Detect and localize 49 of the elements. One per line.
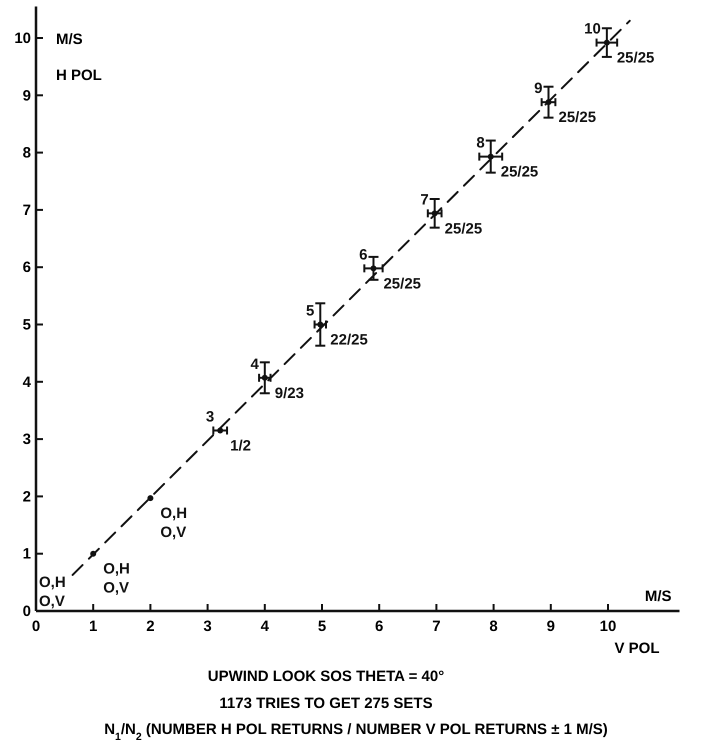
annotation: 25/25 — [383, 275, 422, 292]
x-tick-label: 3 — [203, 618, 212, 635]
annotation: 7 — [420, 191, 429, 208]
annotation: 25/25 — [616, 50, 654, 67]
y-tick-label: 5 — [22, 316, 31, 334]
annotation: 22/25 — [330, 332, 368, 348]
annotation: 3 — [206, 408, 214, 426]
point — [604, 40, 610, 46]
annotation: 25/25 — [444, 220, 482, 238]
annotation: 25/25 — [500, 164, 538, 181]
annotation: O,H O,V — [160, 505, 188, 542]
y-tick-label: 6 — [22, 259, 31, 276]
y-tick-label: 0 — [22, 603, 31, 620]
annotation: O,H O,V — [39, 574, 66, 610]
annotation: O,H O,V — [103, 560, 130, 597]
point — [147, 495, 154, 502]
x-tick-label: 4 — [260, 618, 270, 635]
x-tick-label: 7 — [432, 618, 441, 635]
text: 1173 TRIES TO GET 275 SETS — [219, 695, 433, 712]
y-tick-label: 2 — [22, 488, 31, 506]
y-tick-label: 3 — [22, 431, 31, 448]
point — [370, 265, 376, 272]
text: M/S H POL — [56, 31, 102, 84]
x-tick-label: 1 — [89, 618, 98, 635]
y-tick-label: 10 — [14, 30, 31, 47]
y-tick-label: 7 — [22, 202, 31, 219]
y-tick-label: 1 — [22, 546, 31, 563]
point — [488, 154, 494, 160]
x-tick-label: 2 — [146, 618, 155, 635]
annotation: 25/25 — [558, 109, 596, 126]
text: UPWIND LOOK SOS THETA = 40° — [208, 668, 444, 685]
x-tick-label: 8 — [489, 618, 498, 635]
annotation: 8 — [476, 134, 485, 152]
annotation: 9 — [534, 80, 543, 98]
annotation: 9/23 — [274, 384, 304, 402]
y-tick-label: 4 — [22, 374, 32, 391]
x-tick-label: 6 — [375, 618, 384, 635]
annotation: 4 — [250, 356, 260, 373]
x-tick-label: 10 — [600, 618, 616, 635]
annotation: 10 — [584, 20, 601, 38]
point — [262, 374, 268, 381]
annotation: 6 — [359, 246, 368, 264]
annotation: 5 — [306, 302, 314, 320]
y-tick-label: 8 — [22, 144, 31, 162]
x-tick-label: 5 — [318, 618, 326, 635]
annotation: 1/2 — [230, 438, 252, 455]
y-tick-label: 9 — [22, 87, 31, 104]
text: N$_{1}$/N$_{2}$ (NUMBER H POL RETURNS / NUMBER V POL RETURNS ± 1 M/S) — [104, 721, 608, 743]
x-tick-label: 9 — [546, 618, 555, 635]
